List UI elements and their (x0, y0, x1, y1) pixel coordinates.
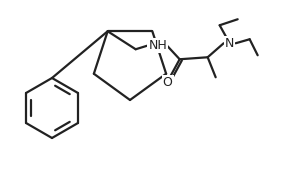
Text: O: O (163, 76, 172, 89)
Text: N: N (225, 37, 234, 50)
Text: NH: NH (148, 39, 167, 52)
